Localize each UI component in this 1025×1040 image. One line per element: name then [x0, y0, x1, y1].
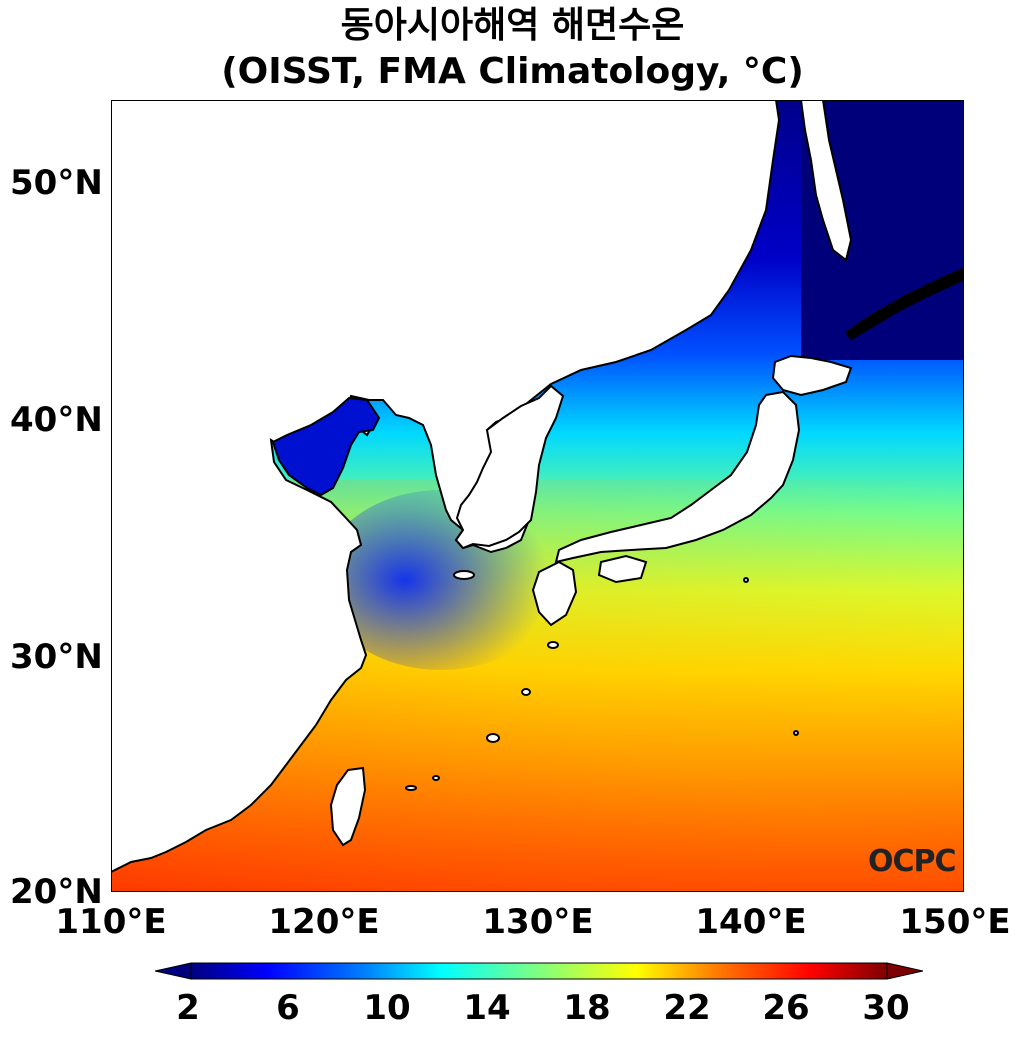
- colorbar-min-extend: [155, 962, 192, 980]
- bohai-sea: [271, 396, 381, 497]
- kyushu: [531, 560, 578, 627]
- kuril-coast: [845, 267, 964, 341]
- sakhalin-island: [799, 100, 853, 262]
- colorbar-tick-30: 30: [862, 988, 910, 1028]
- korean-peninsula: [454, 384, 565, 550]
- colorbar: [155, 962, 923, 980]
- ryukyu-islands: [405, 577, 799, 791]
- lon-tick-130: 130°E: [482, 902, 594, 942]
- ocpc-logo: OCPC: [868, 844, 957, 879]
- sst-map: [111, 100, 964, 892]
- colorbar-tick-2: 2: [176, 988, 200, 1028]
- map-title: 동아시아해역 해면수온: [340, 5, 685, 46]
- lat-tick-30: 30°N: [10, 637, 103, 677]
- taiwan: [329, 766, 367, 847]
- colorbar-tick-26: 26: [762, 988, 810, 1028]
- colorbar-tick-6: 6: [276, 988, 300, 1028]
- lat-tick-50: 50°N: [10, 163, 103, 203]
- honshu: [554, 390, 801, 564]
- lon-tick-110: 110°E: [55, 902, 167, 942]
- colorbar-tick-10: 10: [363, 988, 411, 1028]
- colorbar-max-extend: [886, 962, 923, 980]
- colorbar-tick-18: 18: [563, 988, 611, 1028]
- lat-tick-40: 40°N: [10, 400, 103, 440]
- hokkaido: [771, 354, 853, 397]
- lon-tick-140: 140°E: [695, 902, 807, 942]
- jeju-island: [453, 570, 475, 580]
- lon-tick-120: 120°E: [268, 902, 380, 942]
- map-subtitle: (OISST, FMA Climatology, °C): [221, 51, 804, 92]
- shikoku: [597, 554, 648, 584]
- lon-tick-150: 150°E: [899, 902, 1011, 942]
- colorbar-tick-22: 22: [663, 988, 711, 1028]
- colorbar-gradient: [190, 962, 888, 980]
- colorbar-tick-14: 14: [463, 988, 511, 1028]
- lat-tick-20: 20°N: [10, 872, 103, 912]
